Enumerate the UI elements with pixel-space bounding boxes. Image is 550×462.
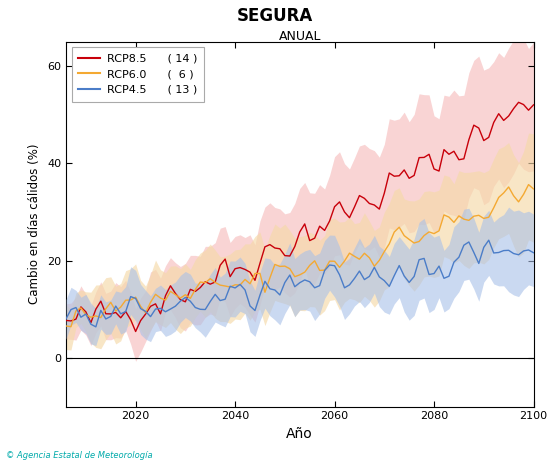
X-axis label: Año: Año <box>287 427 313 441</box>
Legend: RCP8.5      ( 14 ), RCP6.0      (  6 ), RCP4.5      ( 13 ): RCP8.5 ( 14 ), RCP6.0 ( 6 ), RCP4.5 ( 13… <box>72 47 204 102</box>
Y-axis label: Cambio en días cálidos (%): Cambio en días cálidos (%) <box>29 144 41 304</box>
Text: © Agencia Estatal de Meteorología: © Agencia Estatal de Meteorología <box>6 451 152 460</box>
Title: ANUAL: ANUAL <box>278 30 321 43</box>
Text: SEGURA: SEGURA <box>237 7 313 25</box>
